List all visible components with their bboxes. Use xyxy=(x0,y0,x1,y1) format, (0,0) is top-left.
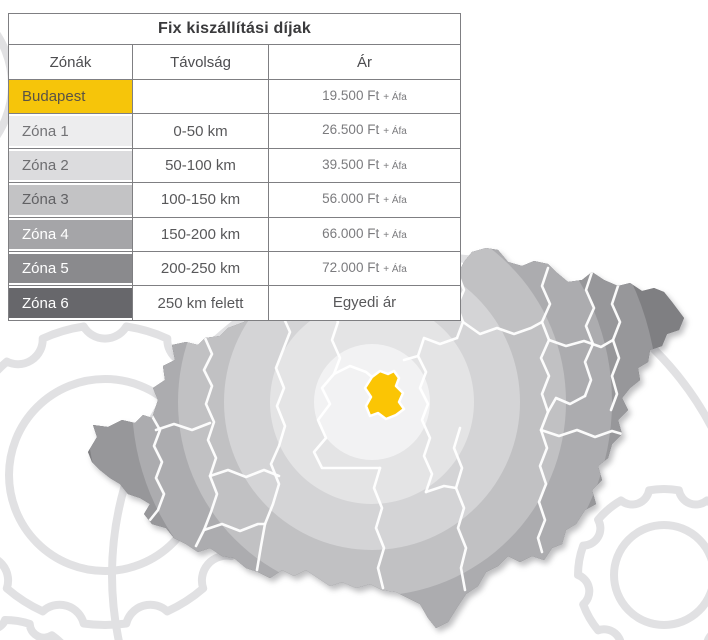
price-value: 19.500 Ft xyxy=(322,88,380,103)
price-vat-suffix: + Áfa xyxy=(383,195,407,207)
zone-cell: Budapest xyxy=(9,80,133,114)
price-value: 39.500 Ft xyxy=(322,156,380,172)
table-row: Zóna 2 50-100 km 39.500 Ft + Áfa xyxy=(9,148,460,184)
distance-cell xyxy=(133,80,269,114)
gear-icon xyxy=(0,615,64,640)
distance-cell: 100-150 km xyxy=(133,183,269,217)
price-value: 56.000 Ft xyxy=(322,191,380,207)
table-rows: Budapest 19.500 Ft + Áfa Zóna 1 0-50 km 26.50… xyxy=(9,80,460,320)
price-vat-suffix: + Áfa xyxy=(383,160,407,172)
gear-icon xyxy=(0,322,259,629)
price-cell: 26.500 Ft + Áfa xyxy=(269,114,460,148)
zone-cell: Zóna 5 xyxy=(9,251,133,286)
price-cell: 19.500 Ft + Áfa xyxy=(269,80,460,114)
table-row: Zóna 3 100-150 km 56.000 Ft + Áfa xyxy=(9,183,460,218)
table-column-headers: Zónák Távolság Ár xyxy=(9,45,460,80)
price-cell: 56.000 Ft + Áfa xyxy=(269,183,460,217)
gear-inner-circle xyxy=(610,521,708,629)
distance-cell: 0-50 km xyxy=(133,114,269,148)
distance-cell: 50-100 km xyxy=(133,148,269,183)
county-borders xyxy=(148,266,624,592)
price-value: Egyedi ár xyxy=(332,294,397,312)
distance-cell: 150-200 km xyxy=(133,217,269,251)
price-vat-suffix: + Áfa xyxy=(383,126,407,138)
price-cell: 66.000 Ft + Áfa xyxy=(269,217,460,251)
price-value: 72.000 Ft xyxy=(322,259,380,275)
distance-cell: 200-250 km xyxy=(133,251,269,286)
zone-cell: Zóna 2 xyxy=(9,148,133,183)
column-header-distance: Távolság xyxy=(133,45,269,79)
price-vat-suffix: + Áfa xyxy=(383,229,407,241)
delivery-fee-table: Fix kiszállítási díjak Zónák Távolság Ár… xyxy=(8,13,461,321)
price-value: 66.000 Ft xyxy=(322,225,380,241)
price-cell: Egyedi ár xyxy=(269,286,460,320)
zone-cell: Zóna 6 xyxy=(9,286,133,320)
table-row: Zóna 5 200-250 km 72.000 Ft + Áfa xyxy=(9,251,460,287)
price-cell: 72.000 Ft + Áfa xyxy=(269,251,460,286)
table-row: Zóna 6 250 km felett Egyedi ár xyxy=(9,286,460,320)
zone-cell: Zóna 4 xyxy=(9,217,133,251)
column-header-price: Ár xyxy=(357,53,372,71)
column-header-zones: Zónák xyxy=(9,45,133,79)
gear-icon xyxy=(574,485,708,640)
distance-cell: 250 km felett xyxy=(133,286,269,320)
price-vat-suffix: + Áfa xyxy=(383,263,407,275)
table-title: Fix kiszállítási díjak xyxy=(9,14,460,45)
zone-cell: Zóna 1 xyxy=(9,114,133,148)
table-row: Zóna 1 0-50 km 26.500 Ft + Áfa xyxy=(9,114,460,149)
price-value: 26.500 Ft xyxy=(322,122,380,138)
price-vat-suffix: + Áfa xyxy=(383,92,407,103)
budapest-highlight xyxy=(363,369,406,421)
table-row: Budapest 19.500 Ft + Áfa xyxy=(9,80,460,115)
table-row: Zóna 4 150-200 km 66.000 Ft + Áfa xyxy=(9,217,460,252)
zone-cell: Zóna 3 xyxy=(9,183,133,217)
price-cell: 39.500 Ft + Áfa xyxy=(269,148,460,183)
